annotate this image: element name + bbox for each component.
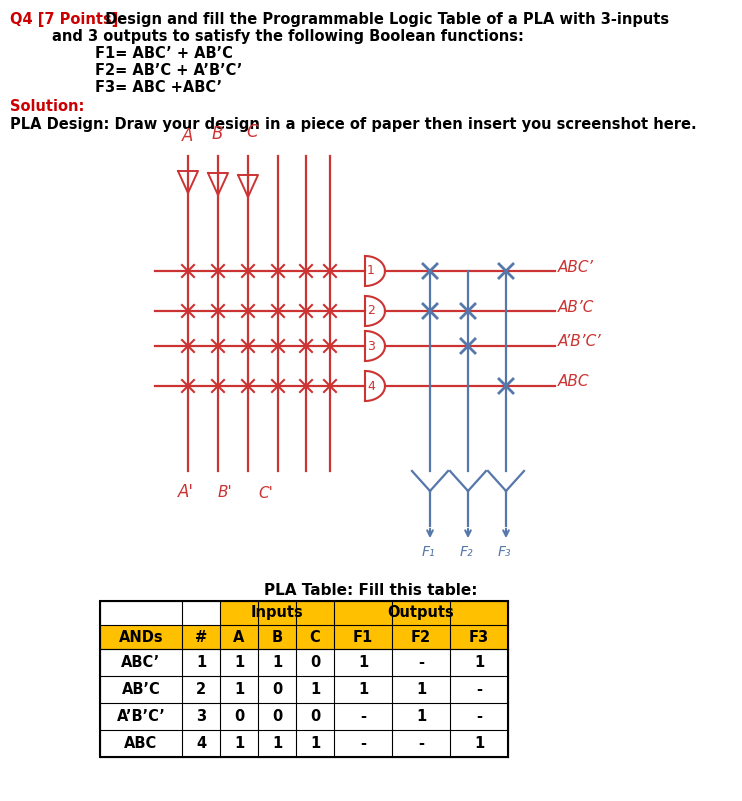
Text: 1: 1 — [310, 682, 320, 697]
Text: -: - — [476, 709, 482, 724]
Text: ANDs: ANDs — [119, 630, 163, 645]
Text: A: A — [233, 630, 245, 645]
Text: A': A' — [178, 483, 194, 501]
Text: F3= ABC +ABC’: F3= ABC +ABC’ — [95, 80, 222, 95]
Text: 1: 1 — [367, 264, 375, 277]
Text: A: A — [182, 127, 194, 145]
Text: #: # — [195, 630, 207, 645]
Bar — [100, 625, 508, 649]
Text: 1: 1 — [234, 682, 244, 697]
Text: 0: 0 — [310, 709, 320, 724]
Text: F1: F1 — [353, 630, 373, 645]
Text: C: C — [246, 123, 257, 141]
Text: -: - — [418, 736, 424, 751]
Text: 1: 1 — [416, 682, 426, 697]
Text: A’B’C’: A’B’C’ — [558, 335, 602, 349]
Text: C': C' — [258, 486, 273, 501]
Text: Design and fill the Programmable Logic Table of a PLA with 3-inputs: Design and fill the Programmable Logic T… — [100, 12, 669, 27]
Text: 0: 0 — [234, 709, 244, 724]
Text: 3: 3 — [196, 709, 206, 724]
Text: B': B' — [218, 485, 233, 500]
Text: 1: 1 — [234, 655, 244, 670]
Text: 0: 0 — [310, 655, 320, 670]
Text: F1= ABC’ + AB’C: F1= ABC’ + AB’C — [95, 46, 233, 61]
Text: 1: 1 — [272, 655, 282, 670]
Text: ABC: ABC — [558, 375, 589, 389]
Text: 2: 2 — [367, 304, 375, 317]
Text: B: B — [272, 630, 283, 645]
Text: ABC’: ABC’ — [122, 655, 160, 670]
Text: C: C — [309, 630, 321, 645]
Text: 1: 1 — [310, 736, 320, 751]
Text: Inputs: Inputs — [251, 606, 303, 621]
Text: 2: 2 — [196, 682, 206, 697]
Text: 1: 1 — [272, 736, 282, 751]
Text: 1: 1 — [358, 682, 368, 697]
Bar — [334, 601, 508, 625]
Text: -: - — [476, 682, 482, 697]
Text: 1: 1 — [358, 655, 368, 670]
Text: -: - — [360, 709, 366, 724]
Text: 1: 1 — [234, 736, 244, 751]
Text: ABC’: ABC’ — [558, 260, 594, 275]
Text: Outputs: Outputs — [387, 606, 454, 621]
Text: F2= AB’C + A’B’C’: F2= AB’C + A’B’C’ — [95, 63, 243, 78]
Text: F₂: F₂ — [459, 545, 473, 559]
Text: 0: 0 — [272, 682, 282, 697]
Text: 1: 1 — [474, 736, 484, 751]
Text: A’B’C’: A’B’C’ — [116, 709, 165, 724]
Text: F3: F3 — [469, 630, 489, 645]
Text: 1: 1 — [474, 655, 484, 670]
Text: 4: 4 — [196, 736, 206, 751]
Text: 1: 1 — [196, 655, 206, 670]
Text: 0: 0 — [272, 709, 282, 724]
Text: PLA Design: Draw your design in a piece of paper then insert you screenshot here: PLA Design: Draw your design in a piece … — [10, 117, 697, 132]
Text: ABC: ABC — [125, 736, 157, 751]
Text: Q4 [7 Points]: Q4 [7 Points] — [10, 12, 119, 27]
Text: F2: F2 — [411, 630, 431, 645]
Text: AB’C: AB’C — [122, 682, 160, 697]
Bar — [220, 601, 334, 625]
Text: PLA Table: Fill this table:: PLA Table: Fill this table: — [264, 583, 478, 598]
Text: -: - — [418, 655, 424, 670]
Text: 4: 4 — [367, 380, 375, 392]
Text: AB’C: AB’C — [558, 300, 594, 315]
Text: B: B — [212, 125, 223, 143]
Text: 3: 3 — [367, 340, 375, 352]
Bar — [100, 601, 508, 757]
Text: Solution:: Solution: — [10, 99, 85, 114]
Text: F₁: F₁ — [421, 545, 435, 559]
Text: and 3 outputs to satisfy the following Boolean functions:: and 3 outputs to satisfy the following B… — [52, 29, 524, 44]
Text: 1: 1 — [416, 709, 426, 724]
Text: -: - — [360, 736, 366, 751]
Text: F₃: F₃ — [497, 545, 510, 559]
